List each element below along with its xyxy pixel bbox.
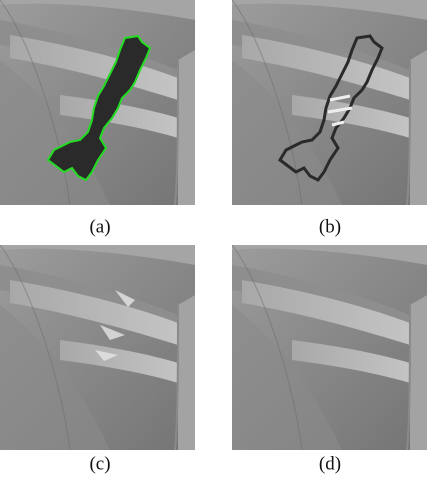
- figure: (a) (b) (c) (d): [0, 0, 427, 482]
- panel-d: [232, 245, 427, 450]
- caption: (d): [319, 453, 341, 474]
- caption: (c): [89, 453, 110, 474]
- caption: (b): [319, 216, 341, 237]
- panel-a: [0, 0, 195, 205]
- caption: (a): [89, 216, 110, 237]
- panel-c: [0, 245, 195, 450]
- panel-b: [232, 0, 427, 205]
